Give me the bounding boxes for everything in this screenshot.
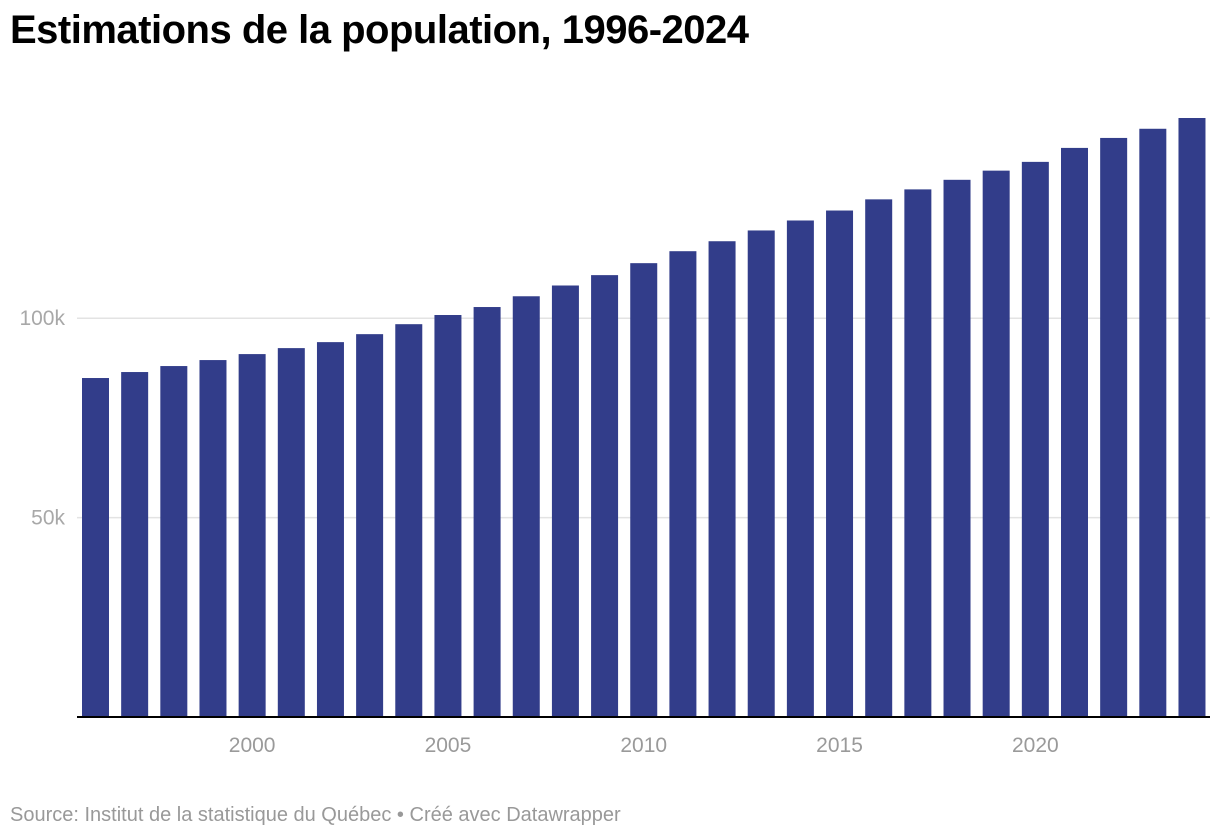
bar-2017 <box>904 189 932 717</box>
bar-chart: 50k 100k 2000 2005 2010 2015 2020 <box>19 118 1210 757</box>
bar-1996 <box>82 378 109 717</box>
bar-2012 <box>708 241 736 718</box>
bar-2008 <box>551 285 579 717</box>
bar-2002 <box>316 342 344 717</box>
bar-2009 <box>591 275 619 717</box>
bar-2020 <box>1021 161 1049 718</box>
x-tick-label: 2005 <box>425 734 472 757</box>
footer-separator: • <box>396 804 404 826</box>
bar-2006 <box>473 307 501 717</box>
x-tick-label: 2010 <box>620 734 667 757</box>
bars <box>82 118 1206 718</box>
x-tick-label: 2020 <box>1012 734 1059 757</box>
bar-2000 <box>238 354 266 717</box>
bar-2021 <box>1061 147 1088 717</box>
source-name: Institut de la statistique du Québec <box>84 804 392 826</box>
bar-2001 <box>277 348 305 717</box>
y-tick-label: 50k <box>31 507 65 530</box>
bar-2024 <box>1178 118 1206 717</box>
x-tick-label: 2000 <box>229 734 276 757</box>
bar-1997 <box>121 372 149 717</box>
chart-footer: Source: Institut de la statistique du Qu… <box>10 804 621 827</box>
bar-2011 <box>669 251 697 717</box>
bar-1999 <box>199 360 227 717</box>
source-label: Source: <box>10 804 79 826</box>
bar-2014 <box>786 220 814 717</box>
bar-2019 <box>982 170 1010 717</box>
bar-2003 <box>356 334 384 717</box>
axes: 50k 100k 2000 2005 2010 2015 2020 <box>19 307 1210 757</box>
bar-2016 <box>865 199 893 717</box>
x-tick-label: 2015 <box>816 734 863 757</box>
bar-2018 <box>943 179 971 717</box>
bar-2005 <box>434 315 462 717</box>
bar-2015 <box>826 210 854 717</box>
y-tick-label: 100k <box>19 307 65 330</box>
bar-2022 <box>1100 137 1128 718</box>
bar-2013 <box>747 230 775 718</box>
bar-2023 <box>1139 128 1167 717</box>
bar-2004 <box>395 324 423 717</box>
bar-2010 <box>630 263 658 717</box>
bar-2007 <box>512 296 540 717</box>
credit-text: Créé avec Datawrapper <box>409 804 621 826</box>
chart-title: Estimations de la population, 1996-2024 <box>10 8 749 52</box>
bar-1998 <box>160 366 188 717</box>
